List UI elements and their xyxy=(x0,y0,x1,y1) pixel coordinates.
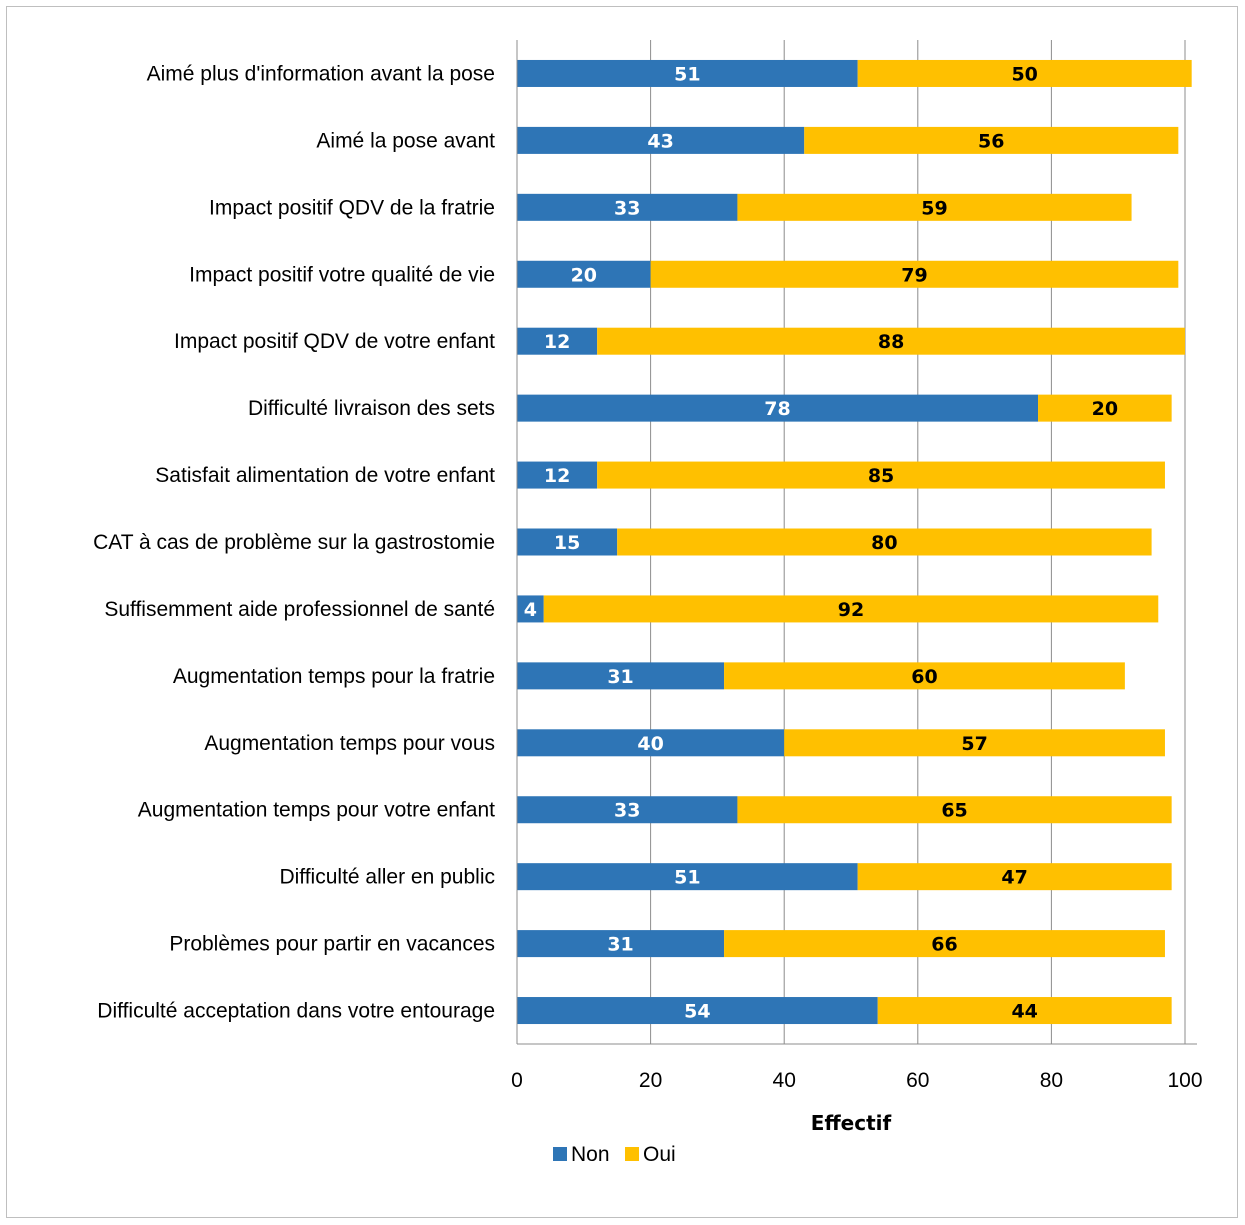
legend-swatch-non xyxy=(553,1147,567,1161)
data-label-non: 20 xyxy=(571,264,597,286)
data-label-non: 78 xyxy=(764,398,790,420)
bar-oui xyxy=(724,662,1125,690)
data-label-oui: 66 xyxy=(931,934,957,956)
bar-non xyxy=(517,729,785,757)
bar-oui xyxy=(877,997,1172,1025)
category-label: Satisfait alimentation de votre enfant xyxy=(155,464,495,487)
bar-non xyxy=(517,327,598,355)
category-label: Suffisemment aide professionnel de santé xyxy=(104,598,495,621)
bar-oui xyxy=(597,461,1165,489)
legend-label-oui: Oui xyxy=(643,1143,676,1166)
data-label-oui: 57 xyxy=(961,733,987,755)
chart-frame: 51 50 43 56 33 59 20 79 12 88 78 20 12 85 15 80 4 92 31 60 4… xyxy=(6,6,1238,1218)
data-label-non: 4 xyxy=(524,599,537,621)
bar-non xyxy=(517,126,805,154)
category-label: Problèmes pour partir en vacances xyxy=(169,933,495,956)
data-label-oui: 88 xyxy=(878,331,904,353)
category-label: Aimé la pose avant xyxy=(316,129,495,152)
bar-non xyxy=(517,930,725,958)
bar-non xyxy=(517,595,544,623)
stacked-bar-chart: 51 50 43 56 33 59 20 79 12 88 78 20 12 85 15 80 4 92 31 60 4… xyxy=(93,40,1203,1166)
category-label: CAT à cas de problème sur la gastrostomi… xyxy=(93,531,495,554)
category-label: Augmentation temps pour votre enfant xyxy=(138,799,495,822)
category-label: Impact positif votre qualité de vie xyxy=(189,263,495,286)
data-label-oui: 56 xyxy=(978,130,1004,152)
data-label-oui: 47 xyxy=(1001,867,1027,889)
bar-oui xyxy=(1038,394,1172,422)
data-label-non: 31 xyxy=(607,934,633,956)
data-label-oui: 50 xyxy=(1011,63,1037,85)
bar-oui xyxy=(650,260,1179,288)
category-label: Impact positif QDV de la fratrie xyxy=(209,196,495,219)
data-label-non: 33 xyxy=(614,800,640,822)
category-label: Difficulté aller en public xyxy=(279,866,495,889)
bar-non xyxy=(517,528,618,556)
bar-non xyxy=(517,193,738,221)
data-label-oui: 80 xyxy=(871,532,897,554)
bar-oui xyxy=(857,863,1172,891)
axes: 0 20 40 60 80 100 xyxy=(511,40,1203,1092)
bar-oui xyxy=(617,528,1152,556)
data-label-oui: 92 xyxy=(838,599,864,621)
bar-oui xyxy=(597,327,1185,355)
bar-non xyxy=(517,997,878,1025)
category-label: Difficulté acceptation dans votre entour… xyxy=(97,1000,495,1023)
bar-oui xyxy=(804,126,1179,154)
x-tick-label: 60 xyxy=(906,1069,929,1092)
category-labels: Aimé plus d'information avant la pose Aim… xyxy=(93,62,495,1022)
data-label-non: 40 xyxy=(637,733,663,755)
data-label-non: 15 xyxy=(554,532,580,554)
legend: Non Oui xyxy=(553,1143,676,1166)
data-label-oui: 44 xyxy=(1011,1001,1037,1023)
bar-non xyxy=(517,461,598,489)
x-tick-label: 0 xyxy=(511,1069,523,1092)
bar-oui xyxy=(857,59,1192,87)
category-label: Augmentation temps pour vous xyxy=(204,732,495,755)
x-tick-label: 100 xyxy=(1167,1069,1202,1092)
data-label-non: 51 xyxy=(674,867,700,889)
data-label-oui: 59 xyxy=(921,197,947,219)
data-label-non: 51 xyxy=(674,63,700,85)
data-label-non: 31 xyxy=(607,666,633,688)
category-label: Difficulté livraison des sets xyxy=(248,397,495,420)
bar-non xyxy=(517,863,858,891)
x-tick-label: 80 xyxy=(1040,1069,1063,1092)
data-label-non: 12 xyxy=(544,331,570,353)
category-label: Aimé plus d'information avant la pose xyxy=(147,62,495,85)
bar-oui xyxy=(784,729,1165,757)
data-label-non: 43 xyxy=(647,130,673,152)
bar-non xyxy=(517,260,651,288)
legend-swatch-oui xyxy=(625,1147,639,1161)
bar-non xyxy=(517,394,1039,422)
bar-oui xyxy=(724,930,1165,958)
x-tick-label: 40 xyxy=(773,1069,796,1092)
bar-non xyxy=(517,662,725,690)
bar-non xyxy=(517,59,858,87)
legend-label-non: Non xyxy=(571,1143,610,1166)
bar-oui xyxy=(543,595,1159,623)
data-label-oui: 60 xyxy=(911,666,937,688)
data-label-non: 12 xyxy=(544,465,570,487)
data-label-oui: 20 xyxy=(1092,398,1118,420)
bar-non xyxy=(517,796,738,824)
bar-oui xyxy=(737,193,1132,221)
data-label-oui: 85 xyxy=(868,465,894,487)
bars: 51 50 43 56 33 59 20 79 12 88 78 20 12 85 15 80 4 92 31 60 4… xyxy=(517,59,1192,1025)
x-tick-label: 20 xyxy=(639,1069,662,1092)
data-label-non: 33 xyxy=(614,197,640,219)
data-label-oui: 65 xyxy=(941,800,967,822)
category-label: Impact positif QDV de votre enfant xyxy=(174,330,495,353)
x-axis-title: Effectif xyxy=(811,1111,892,1135)
data-label-non: 54 xyxy=(684,1001,710,1023)
bar-oui xyxy=(737,796,1172,824)
category-label: Augmentation temps pour la fratrie xyxy=(173,665,495,688)
data-label-oui: 79 xyxy=(901,264,927,286)
